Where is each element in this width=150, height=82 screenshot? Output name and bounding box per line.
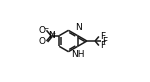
Text: F: F <box>100 32 105 41</box>
Text: NH: NH <box>71 50 85 59</box>
Text: O: O <box>39 36 46 46</box>
Text: F: F <box>100 41 105 50</box>
Text: −: − <box>44 26 49 31</box>
Text: F: F <box>102 36 107 46</box>
Text: N: N <box>75 23 81 32</box>
Text: O: O <box>39 26 46 35</box>
Text: +: + <box>50 31 56 36</box>
Text: N: N <box>48 31 55 40</box>
